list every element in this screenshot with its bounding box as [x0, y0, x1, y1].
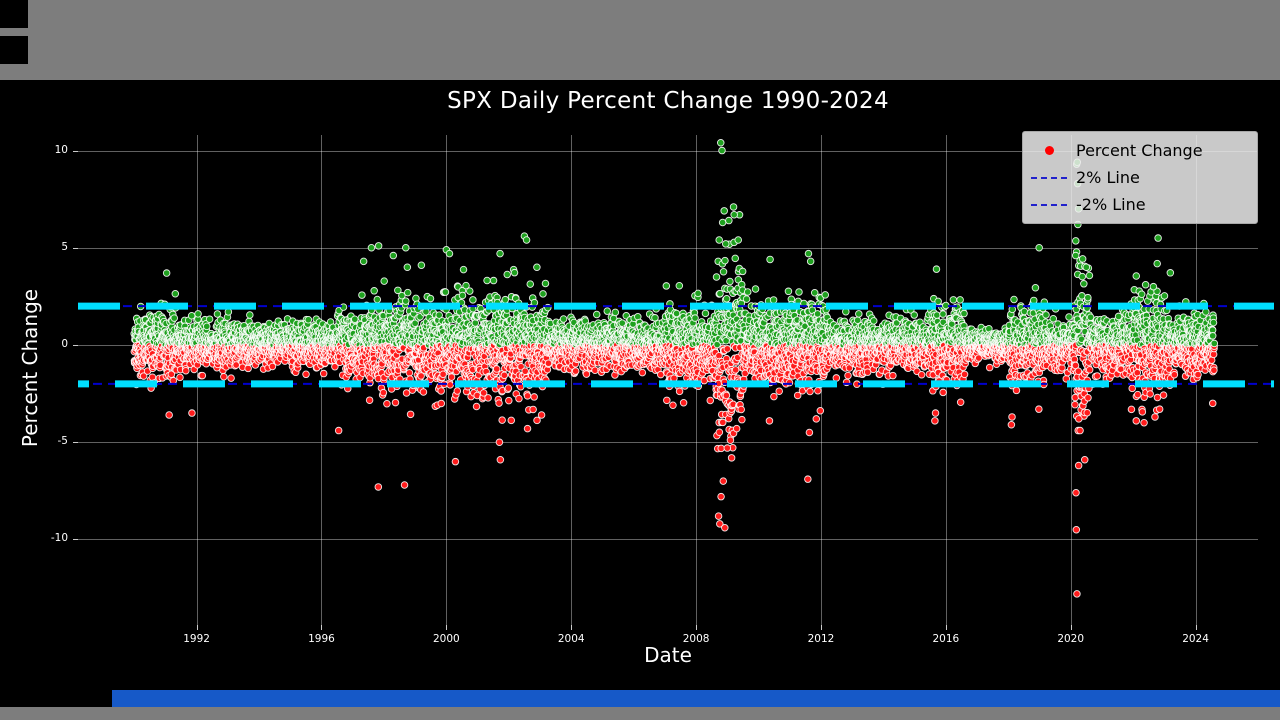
chart-figure: SPX Daily Percent Change 1990-2024 Perce…	[0, 80, 1280, 690]
y-tick-label: -5	[57, 435, 68, 448]
x-tick-label: 2016	[932, 633, 960, 645]
scatter-marker-icon	[1029, 146, 1069, 155]
legend: Percent Change 2% Line -2% Line	[1022, 131, 1258, 224]
legend-entry: 2% Line	[1029, 164, 1249, 191]
taskbar-spacer	[0, 690, 112, 707]
x-tick-label: 2012	[807, 633, 835, 645]
dashed-line-icon	[1029, 203, 1069, 206]
legend-label: -2% Line	[1076, 195, 1146, 214]
desktop-icon[interactable]	[0, 0, 28, 28]
x-tick-label: 2008	[682, 633, 710, 645]
x-tick-label: 2000	[432, 633, 460, 645]
chart-title: SPX Daily Percent Change 1990-2024	[447, 88, 889, 114]
y-tick-label: 10	[54, 143, 68, 156]
x-tick-label: 2020	[1057, 633, 1085, 645]
taskbar[interactable]	[112, 690, 1280, 707]
x-tick-label: 1996	[308, 633, 335, 645]
x-axis-label: Date	[644, 643, 692, 667]
y-tick-label: 5	[61, 240, 68, 253]
dashed-line-icon	[1029, 176, 1069, 179]
legend-label: 2% Line	[1076, 168, 1140, 187]
y-tick-label: -10	[50, 532, 68, 545]
legend-entry: -2% Line	[1029, 191, 1249, 218]
legend-entry: Percent Change	[1029, 137, 1249, 164]
y-tick-label: 0	[61, 338, 68, 350]
desktop-icon[interactable]	[0, 36, 28, 64]
x-tick-label: 2024	[1182, 633, 1209, 645]
x-tick-label: 1992	[183, 633, 210, 645]
x-tick-label: 2004	[557, 633, 585, 645]
y-axis-label: Percent Change	[18, 288, 42, 448]
legend-label: Percent Change	[1076, 141, 1203, 160]
